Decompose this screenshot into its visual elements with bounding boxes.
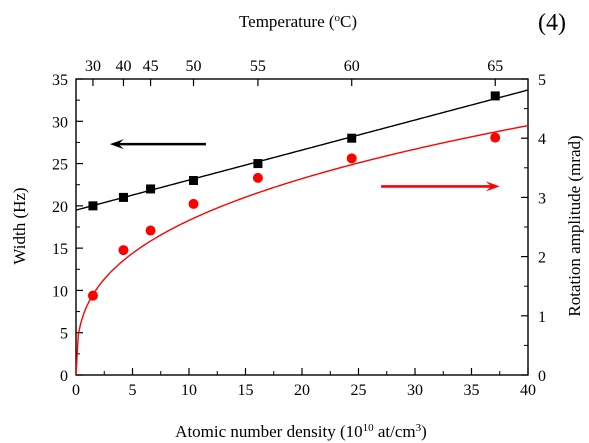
y-right-tick-label: 3: [538, 190, 546, 207]
rotation-data-point: [87, 290, 98, 301]
y-axis-left-title: Width (Hz): [10, 187, 29, 264]
y-left-tick-label: 25: [52, 157, 68, 174]
y-right-tick-label: 4: [538, 131, 546, 148]
width-data-point: [347, 133, 357, 143]
rotation-data-point: [118, 245, 129, 256]
x-axis-title: Atomic number density (1010 at/cm3): [175, 422, 427, 441]
y-right-tick-label: 1: [538, 309, 546, 326]
x-tick-label: 10: [181, 382, 197, 399]
y-right-tick-label: 0: [538, 368, 546, 385]
y-right-tick-label: 5: [538, 72, 546, 89]
y-left-tick-label: 20: [52, 199, 68, 216]
y-right-tick-label: 2: [538, 250, 546, 267]
x-tick-label: 30: [407, 382, 423, 399]
rotation-fit-curve: [75, 124, 529, 376]
right-arrow-head: [485, 181, 500, 192]
top-tick-label: 65: [487, 58, 503, 75]
y-axis-right-title: Rotation amplitude (mrad): [565, 135, 584, 316]
width-data-point: [118, 192, 128, 202]
y-left-tick-label: 30: [52, 114, 68, 131]
x-tick-label: 5: [129, 382, 137, 399]
linear-fit-line: [75, 89, 529, 211]
top-axis-title: Temperature (oC): [239, 12, 357, 31]
y-left-tick-label: 35: [52, 72, 68, 89]
width-data-point: [253, 159, 263, 169]
width-data-point: [189, 175, 199, 185]
rotation-data-point: [252, 172, 263, 183]
rotation-data-point: [188, 198, 199, 209]
width-data-point: [146, 184, 156, 194]
rotation-data-point: [145, 225, 156, 236]
top-tick-label: 50: [186, 58, 202, 75]
y-left-tick-label: 0: [60, 368, 68, 385]
y-left-tick-label: 5: [60, 326, 68, 343]
top-tick-label: 30: [85, 58, 101, 75]
x-tick-label: 15: [238, 382, 254, 399]
x-tick-label: 20: [294, 382, 310, 399]
plot-frame: [75, 78, 529, 376]
width-data-point: [490, 91, 500, 101]
rotation-data-point: [346, 153, 357, 164]
left-arrow-head: [109, 139, 124, 150]
y-left-tick-label: 15: [52, 241, 68, 258]
plot-area-border: [75, 78, 529, 376]
top-tick-label: 60: [344, 58, 360, 75]
x-tick-label: 0: [72, 382, 80, 399]
data-points: [87, 91, 501, 301]
panel-label: (4): [538, 10, 566, 36]
y-left-tick-label: 10: [52, 283, 68, 300]
top-tick-label: 40: [115, 58, 131, 75]
top-tick-label: 55: [250, 58, 266, 75]
x-tick-label: 40: [520, 382, 536, 399]
width-data-point: [88, 201, 98, 211]
direction-arrows: [109, 139, 500, 192]
rotation-data-point: [490, 132, 501, 143]
fit-curves: [75, 89, 529, 376]
x-tick-label: 25: [351, 382, 367, 399]
top-tick-label: 45: [143, 58, 159, 75]
x-tick-label: 35: [464, 382, 480, 399]
